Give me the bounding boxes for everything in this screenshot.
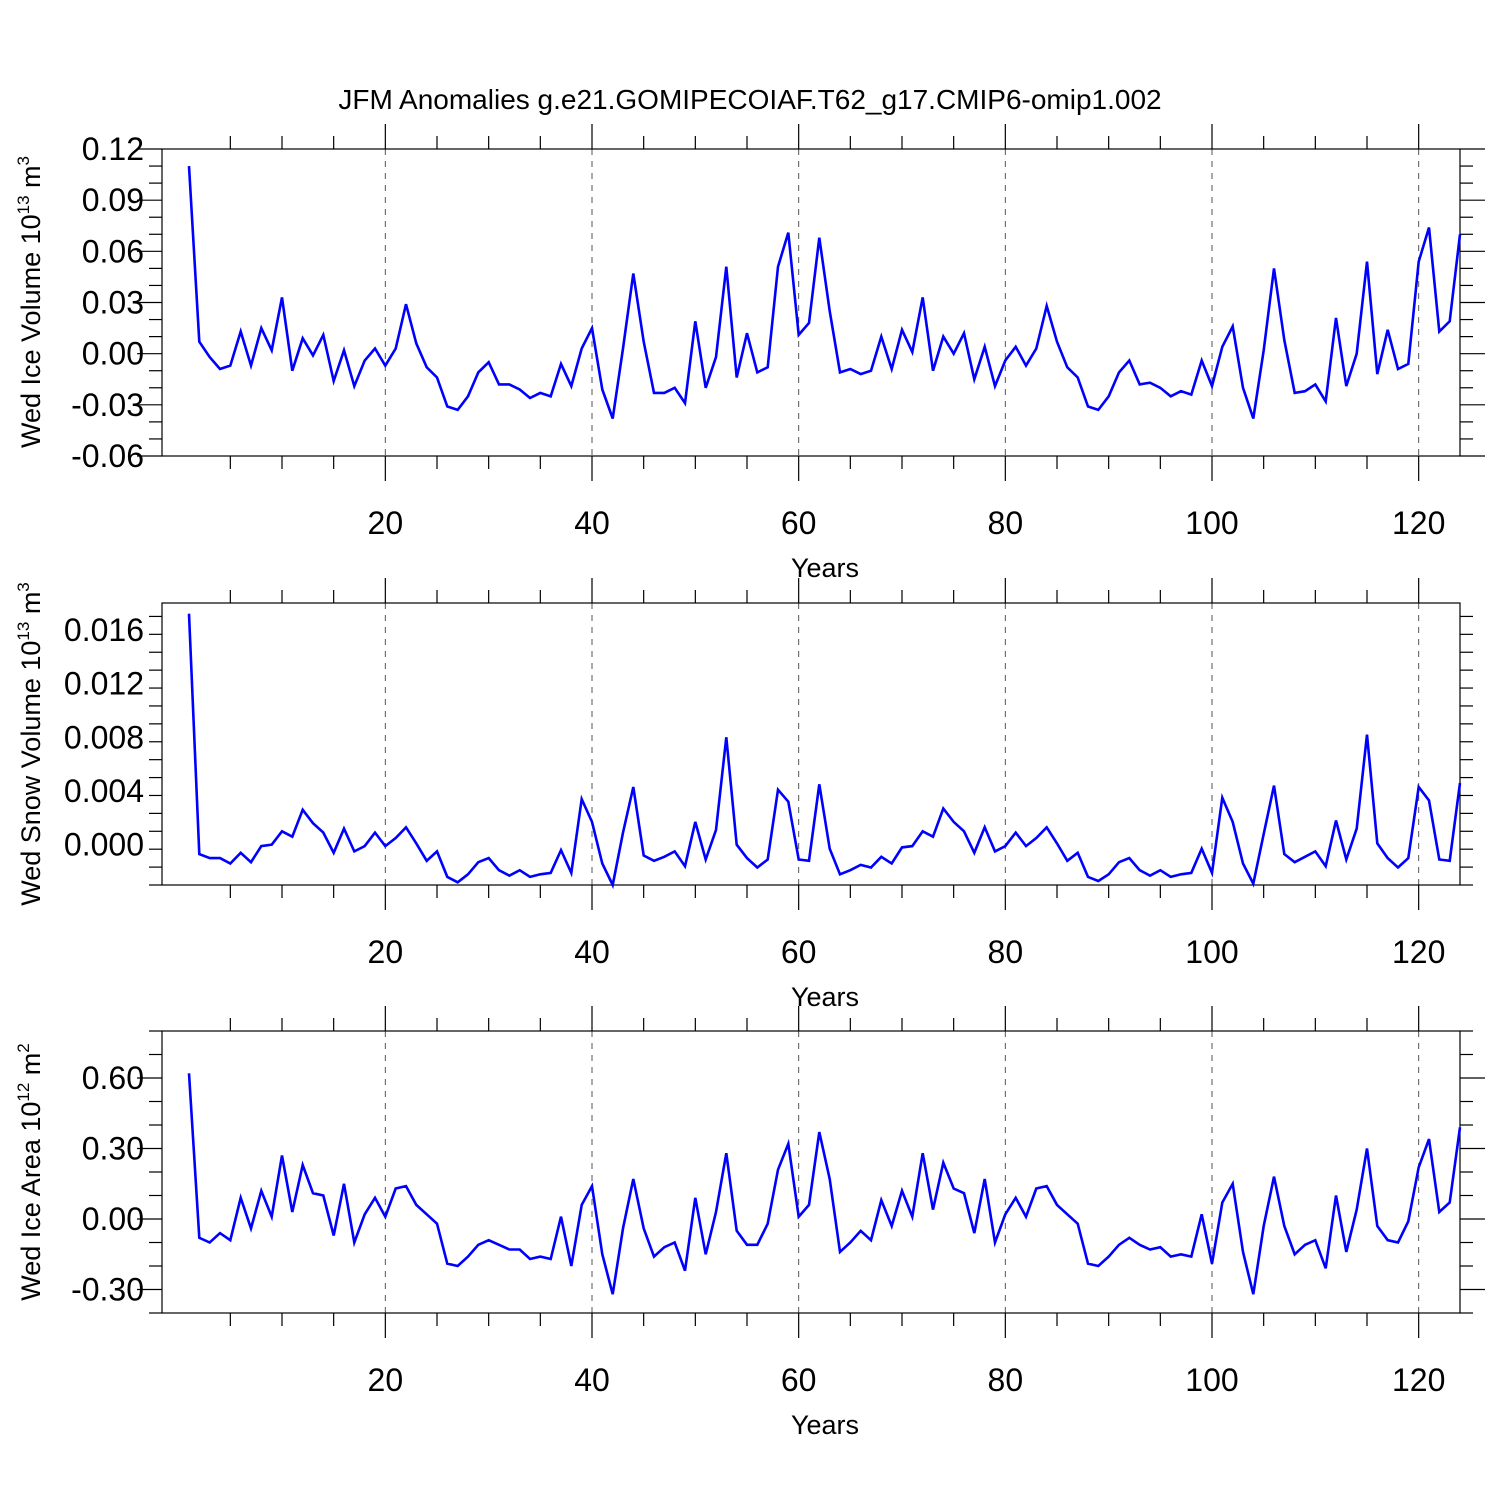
panel-1: 20 40 60 80 100 120 Years 0.12 0.09 0.06 0.03 0.00 -… <box>14 124 1485 583</box>
x-tick-label: 120 <box>1392 934 1445 970</box>
series-line <box>187 1073 1462 1295</box>
x-axis-label: Years <box>791 553 859 583</box>
panel-3: 20 40 60 80 100 120 Years 0.60 0.30 0.00 -0.30 Wed … <box>14 1006 1485 1440</box>
y-tick-label: 0.012 <box>64 666 144 702</box>
y-tick-label: 0.016 <box>64 612 144 648</box>
y-tick-label: 0.004 <box>64 773 144 809</box>
chart-title: JFM Anomalies g.e21.GOMIPECOIAF.T62_g17.… <box>338 84 1162 115</box>
y-tick-label: 0.00 <box>82 1201 144 1237</box>
x-tick-label: 20 <box>368 934 404 970</box>
panel-2: 20 40 60 80 100 120 Years 0.016 0.012 0.008 0.004 0… <box>14 578 1473 1012</box>
y-axis-label: Wed Ice Volume 1013 m3 <box>14 156 46 448</box>
y-tick-label: 0.000 <box>64 827 144 863</box>
y-tick-label: 0.60 <box>82 1060 144 1096</box>
x-tick-label: 100 <box>1185 934 1238 970</box>
x-tick-label: 100 <box>1185 505 1238 541</box>
x-tick-label: 60 <box>781 1362 817 1398</box>
y-tick-label: 0.30 <box>82 1131 144 1167</box>
y-tick-label: 0.12 <box>82 131 144 167</box>
x-tick-label: 20 <box>368 505 404 541</box>
y-tick-label: 0.06 <box>82 233 144 269</box>
x-tick-label: 60 <box>781 505 817 541</box>
x-tick-label: 80 <box>988 934 1024 970</box>
x-tick-label: 120 <box>1392 505 1445 541</box>
plot-frame <box>161 1030 1461 1314</box>
y-tick-label: 0.03 <box>82 285 144 321</box>
plot-frame <box>161 602 1461 886</box>
x-tick-label: 40 <box>574 934 610 970</box>
y-axis-label: Wed Ice Area 1012 m2 <box>14 1043 46 1301</box>
y-tick-label: -0.03 <box>71 387 144 423</box>
x-tick-label: 80 <box>988 505 1024 541</box>
x-axis-label: Years <box>791 1410 859 1440</box>
x-tick-label: 60 <box>781 934 817 970</box>
x-tick-label: 80 <box>988 1362 1024 1398</box>
y-tick-label: 0.008 <box>64 719 144 755</box>
y-tick-label: -0.30 <box>71 1272 144 1308</box>
x-axis-label: Years <box>791 982 859 1012</box>
y-tick-label: 0.00 <box>82 336 144 372</box>
x-tick-label: 40 <box>574 1362 610 1398</box>
y-axis-label: Wed Snow Volume 1013 m3 <box>14 582 46 906</box>
x-tick-label: 20 <box>368 1362 404 1398</box>
series-line <box>187 613 1462 890</box>
y-tick-label: -0.06 <box>71 438 144 474</box>
y-tick-label: 0.09 <box>82 182 144 218</box>
series-line <box>187 166 1462 419</box>
x-tick-label: 40 <box>574 505 610 541</box>
x-tick-label: 100 <box>1185 1362 1238 1398</box>
x-tick-label: 120 <box>1392 1362 1445 1398</box>
